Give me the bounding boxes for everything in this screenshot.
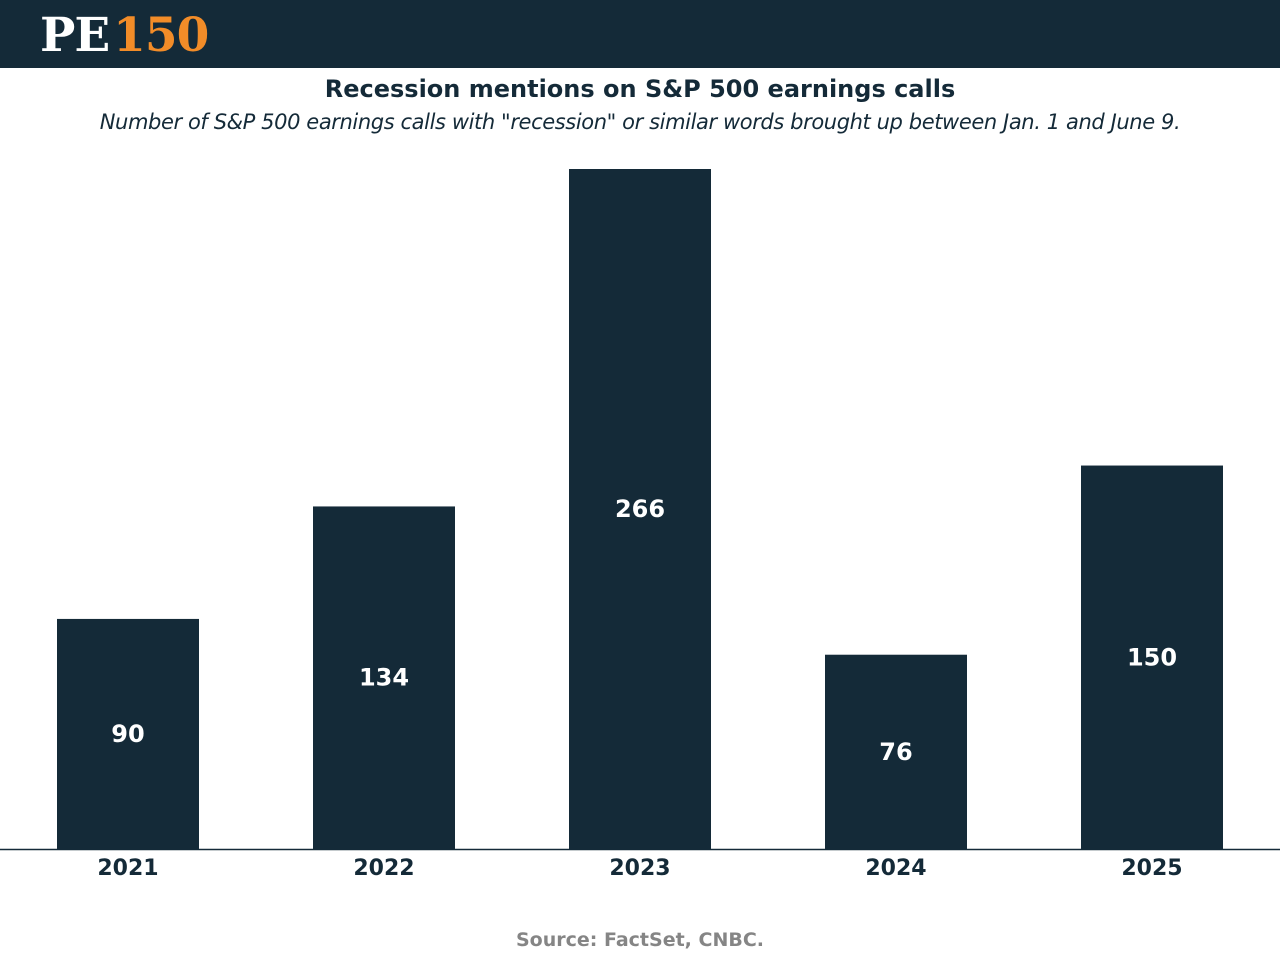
value-label-2025: 150: [1127, 643, 1177, 671]
x-tick-label-2024: 2024: [865, 856, 926, 881]
bar-2023: [569, 169, 711, 849]
source-note: Source: FactSet, CNBC.: [515, 929, 764, 951]
value-label-2022: 134: [359, 664, 409, 692]
value-label-2021: 90: [111, 720, 144, 748]
value-label-2024: 76: [879, 738, 912, 766]
bar-2025: [1081, 465, 1223, 849]
bars-group: [57, 169, 1223, 849]
x-tick-label-2021: 2021: [97, 856, 158, 881]
chart-title: Recession mentions on S&P 500 earnings c…: [324, 75, 956, 103]
bar-2021: [57, 618, 199, 849]
bar-chart: 90 134 266 76 150 2021 2022 2023 2024 2025: [0, 169, 1280, 881]
header-bar: PE150: [0, 0, 1280, 68]
logo-text-pe: PE: [40, 8, 110, 63]
chart-subtitle: Number of S&P 500 earnings calls with "r…: [99, 110, 1181, 134]
value-label-2023: 266: [615, 495, 665, 523]
x-tick-label-2022: 2022: [353, 856, 414, 881]
bar-2024: [825, 654, 967, 849]
x-tick-label-2025: 2025: [1121, 856, 1182, 881]
logo-text-number: 150: [113, 8, 209, 63]
x-tick-label-2023: 2023: [609, 856, 670, 881]
value-labels-group: 90 134 266 76 150: [111, 495, 1177, 766]
brand-logo[interactable]: PE150: [40, 6, 209, 66]
x-tick-labels-group: 2021 2022 2023 2024 2025: [97, 856, 1182, 881]
bar-2022: [313, 506, 455, 849]
